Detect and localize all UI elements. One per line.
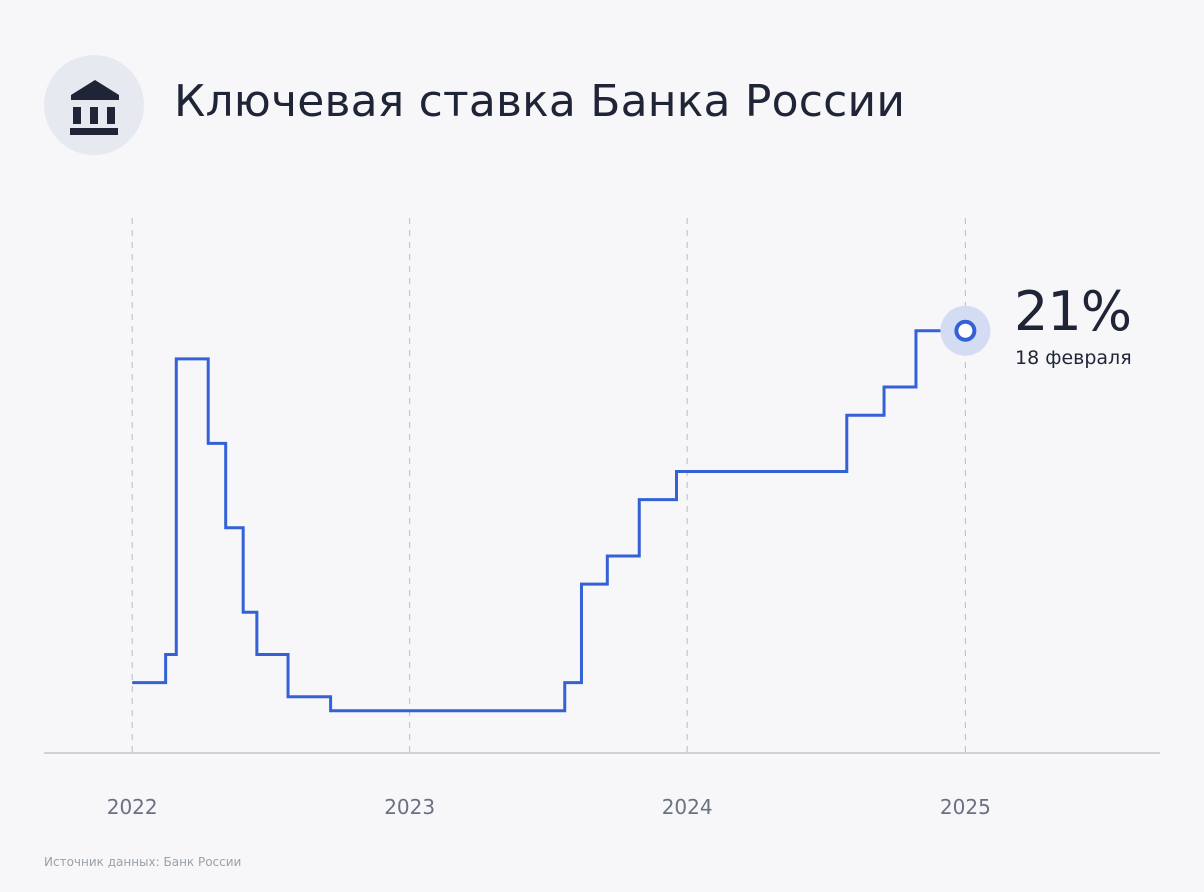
data-source: Источник данных: Банк России: [44, 855, 242, 869]
current-rate-date: 18 февраля: [1015, 347, 1132, 369]
data-point: [605, 554, 609, 558]
data-point: [579, 582, 583, 586]
data-point: [241, 610, 245, 614]
chart-title: Ключевая ставка Банка России: [174, 76, 906, 127]
data-point: [255, 652, 259, 656]
data-point: [174, 357, 178, 361]
key-rate-line: [132, 329, 966, 713]
data-point: [164, 652, 168, 656]
x-tick-label-2025: 2025: [940, 795, 991, 819]
data-point: [845, 413, 849, 417]
x-tick-label-2024: 2024: [662, 795, 713, 819]
last-point-marker: [954, 319, 977, 342]
bank-building-icon: [70, 80, 119, 135]
data-point: [563, 681, 567, 685]
x-tick-label-2023: 2023: [384, 795, 435, 819]
data-point: [914, 329, 918, 333]
data-point: [286, 695, 290, 699]
data-point: [329, 709, 333, 713]
bank-icon-badge: [44, 55, 144, 155]
data-point: [637, 498, 641, 502]
data-point: [206, 441, 210, 445]
data-point: [224, 526, 228, 530]
data-point: [882, 385, 886, 389]
data-point: [675, 470, 679, 474]
x-tick-label-2022: 2022: [107, 795, 158, 819]
data-point: [130, 681, 134, 685]
current-rate-value: 21%: [1014, 280, 1132, 343]
